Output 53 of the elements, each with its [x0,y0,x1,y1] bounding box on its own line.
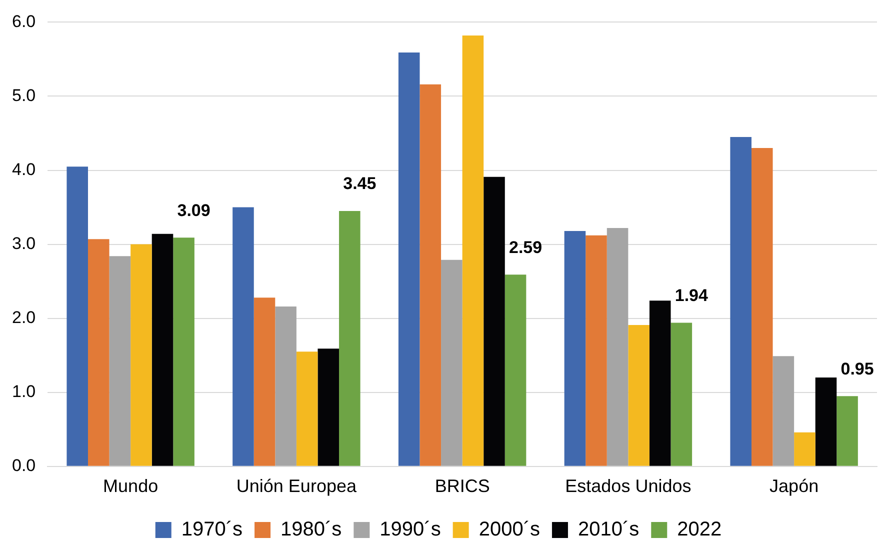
bar [66,166,88,466]
bar [815,378,837,466]
data-label: 1.94 [674,286,708,305]
bar [670,322,692,466]
legend-label: 1970´s [181,518,243,541]
legend-label: 2022 [677,518,722,541]
legend-label: 2010´s [578,518,640,541]
bar [109,256,131,466]
bar [606,228,628,466]
y-tick-label: 3.0 [12,234,36,253]
bar [232,207,254,466]
bar [130,244,152,466]
y-tick-label: 2.0 [12,308,36,328]
bar [772,356,794,466]
bar [462,36,484,466]
x-tick-label: BRICS [434,476,490,496]
bar [420,84,442,466]
x-tick-label: Unión Europea [236,476,358,496]
bar [730,136,752,466]
bar [398,52,420,466]
bar [751,148,773,466]
bar [173,238,194,466]
y-tick-label: 6.0 [12,12,36,31]
bar [628,324,650,466]
data-label: 3.45 [343,174,376,194]
data-label: 2.59 [508,238,542,257]
x-tick-label: Estados Unidos [565,476,692,496]
legend-label: 1980´s [280,518,342,541]
bar [836,396,858,466]
bar [318,348,340,466]
bar [564,230,586,466]
bar [88,239,110,466]
y-tick-label: 0.0 [12,456,36,476]
x-tick-label: Japón [770,476,819,496]
legend-label: 2000´s [478,518,540,541]
data-label: 0.95 [840,359,874,378]
y-tick-label: 1.0 [12,382,36,402]
bar [441,260,462,466]
legend-label: 1990´s [380,518,441,541]
bar [586,235,607,466]
y-tick-label: 4.0 [12,160,36,179]
bar [649,300,671,466]
bar [794,432,816,466]
y-tick-label: 5.0 [12,86,36,105]
bar [152,234,174,466]
bar [484,176,505,466]
bar [339,210,360,466]
x-tick-label: Mundo [103,476,158,496]
bar [296,352,318,466]
bar [275,306,296,466]
data-label: 3.09 [177,200,210,220]
bar [254,298,276,466]
bar [504,274,526,466]
